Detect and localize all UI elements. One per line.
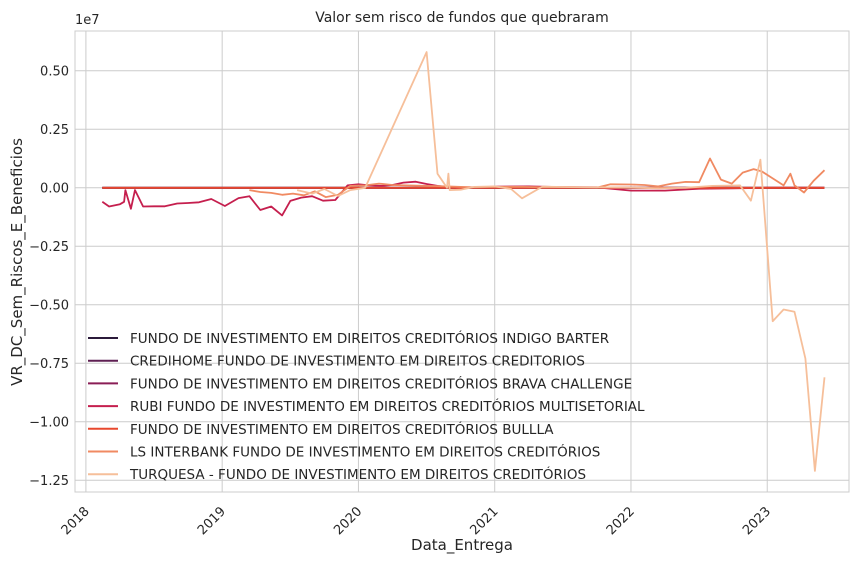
y-axis-label: VR_DC_Sem_Riscos_E_Beneficios (8, 138, 27, 386)
scale-note: 1e7 (75, 13, 100, 28)
x-tick-label: 2019 (195, 504, 229, 538)
x-tick-label: 2023 (740, 504, 774, 538)
y-tick-label: −0.75 (29, 357, 69, 372)
series-line-7 (296, 51, 826, 472)
legend-entry-6: LS INTERBANK FUNDO DE INVESTIMENTO EM DI… (130, 443, 600, 461)
x-tick-label: 2021 (468, 504, 502, 538)
x-tick-label: 2022 (604, 504, 638, 538)
legend-entry-1: FUNDO DE INVESTIMENTO EM DIREITOS CREDIT… (130, 329, 609, 347)
y-tick-label: −1.25 (29, 474, 69, 489)
legend-entry-2: CREDIHOME FUNDO DE INVESTIMENTO EM DIREI… (130, 354, 585, 370)
y-tick-label: −0.50 (29, 298, 69, 313)
y-tick-label: 0.25 (40, 123, 69, 138)
y-tick-label: 0.00 (40, 181, 69, 196)
legend-entry-7: TURQUESA - FUNDO DE INVESTIMENTO EM DIRE… (129, 465, 586, 483)
legend: FUNDO DE INVESTIMENTO EM DIREITOS CREDIT… (88, 329, 645, 483)
x-tick-label: 2020 (331, 504, 365, 538)
y-tick-label: −0.25 (29, 240, 69, 255)
x-axis-label: Data_Entrega (411, 536, 513, 555)
series-layer (101, 51, 826, 472)
x-tick-label: 2018 (59, 504, 93, 538)
plot-area (74, 30, 850, 493)
legend-entry-5: FUNDO DE INVESTIMENTO EM DIREITOS CREDIT… (130, 420, 554, 438)
legend-entry-4: RUBI FUNDO DE INVESTIMENTO EM DIREITOS C… (130, 397, 645, 415)
y-tick-label: −1.00 (29, 415, 69, 430)
chart-title: Valor sem risco de fundos que quebraram (315, 10, 609, 26)
legend-entry-3: FUNDO DE INVESTIMENTO EM DIREITOS CREDIT… (130, 374, 632, 392)
y-tick-label: 0.50 (40, 64, 69, 79)
